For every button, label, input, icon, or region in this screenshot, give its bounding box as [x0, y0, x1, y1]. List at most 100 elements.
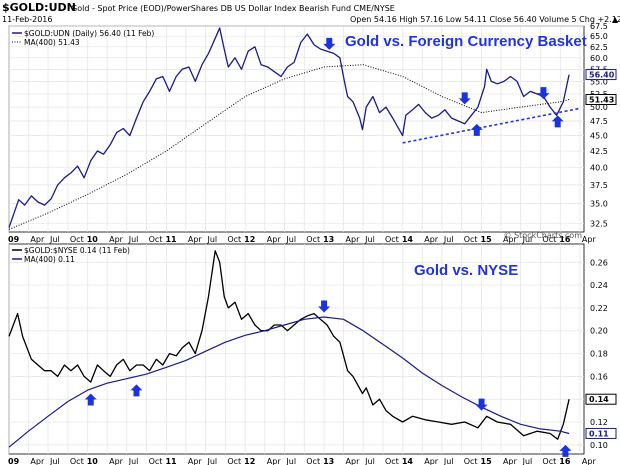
- x-tick-label: Oct: [70, 235, 84, 244]
- series-line-ma-400-: [8, 316, 570, 448]
- x-tick-label: Oct: [385, 235, 399, 244]
- x-tick-label: 10: [87, 235, 99, 244]
- y-tick-label: 0.24: [590, 281, 608, 290]
- x-tick-label: Apr: [424, 457, 439, 465]
- down-arrow-marker-icon: [537, 87, 550, 100]
- legend-1-ma-label: MA(400) 51.43: [24, 38, 80, 47]
- y-tick-label: 47.5: [590, 117, 608, 126]
- y-tick-label: 0.16: [590, 372, 608, 381]
- last-value-tag-label: 56.40: [589, 71, 615, 80]
- header-quote: Open 54.16 High 57.16 Low 54.11 Close 56…: [350, 15, 620, 24]
- panel-1-series: [8, 27, 579, 230]
- down-arrow-marker-icon: [318, 300, 331, 313]
- last-value-tag-label: 0.11: [589, 429, 609, 438]
- y-tick-label: 0.20: [590, 327, 608, 336]
- x-tick-label: Apr: [30, 457, 45, 465]
- y-tick-label: 0.12: [590, 418, 608, 427]
- x-tick-label: Apr: [188, 457, 203, 465]
- y-tick-label: 45.0: [590, 132, 608, 141]
- panel-1-grid: [8, 25, 584, 232]
- x-tick-label: Apr: [503, 457, 518, 465]
- series-line--gold-udn-daily-: [8, 27, 570, 228]
- series-line-ma-400-: [8, 64, 570, 230]
- panel-2-y-axis: 0.10 0.12 0.14 0.16 0.18 0.20 0.22 0.24 0.26: [590, 258, 608, 450]
- x-tick-label: Jul: [285, 235, 296, 244]
- x-tick-label: 14: [402, 457, 414, 465]
- x-tick-label: Jul: [522, 457, 533, 465]
- panel-1-y-axis: 32.535.037.540.042.545.047.550.052.555.0…: [590, 22, 608, 229]
- watermark: © StockCharts.com: [504, 231, 583, 240]
- x-tick-label: Jul: [206, 235, 217, 244]
- y-tick-label: 42.5: [590, 147, 608, 156]
- panel-2-legend: $GOLD:$NYSE 0.14 (11 Feb) MA(400) 0.11: [12, 246, 130, 264]
- x-tick-label: Apr: [267, 235, 282, 244]
- y-tick-label: 32.5: [590, 220, 608, 229]
- x-tick-label: Apr: [188, 235, 203, 244]
- y-tick-label: 35.0: [590, 200, 608, 209]
- header-date: 11-Feb-2016: [2, 15, 52, 24]
- x-tick-label: 16: [559, 457, 571, 465]
- up-arrow-marker-icon: [551, 115, 564, 128]
- panel-1-annotations: [323, 37, 564, 136]
- x-tick-label: Oct: [385, 457, 399, 465]
- up-arrow-marker-icon: [470, 123, 483, 136]
- x-tick-label: Apr: [424, 235, 439, 244]
- legend-2-price-label: $GOLD:$NYSE 0.14 (11 Feb): [24, 246, 130, 255]
- last-value-tag-label: 0.14: [589, 395, 609, 404]
- x-tick-label: Oct: [542, 235, 556, 244]
- y-tick-label: 0.10: [590, 441, 608, 450]
- series-line-trendline: [402, 107, 579, 144]
- y-tick-label: 0.26: [590, 258, 608, 267]
- x-tick-label: Oct: [227, 235, 241, 244]
- panel-1-title: Gold vs. Foreign Currency Basket: [345, 33, 587, 50]
- x-tick-label: Oct: [306, 235, 320, 244]
- x-tick-label: Jul: [206, 457, 217, 465]
- y-tick-label: 67.5: [590, 22, 608, 31]
- x-tick-label: Jul: [364, 235, 375, 244]
- x-tick-label: Oct: [464, 235, 478, 244]
- panel-2-title: Gold vs. NYSE: [414, 262, 518, 279]
- x-tick-label: 12: [244, 457, 255, 465]
- y-tick-label: 40.0: [590, 163, 608, 172]
- header-symbol: $GOLD:UDN: [2, 1, 76, 14]
- x-tick-label: Oct: [464, 457, 478, 465]
- panel-gold-nyse: 0.10 0.12 0.14 0.16 0.18 0.20 0.22 0.24 0.26 09 A…: [8, 243, 617, 465]
- last-value-tag-box: [585, 93, 617, 105]
- panel-2-annotations: [84, 300, 572, 457]
- y-tick-label: 65.0: [590, 32, 608, 41]
- panel-gold-udn: 32.535.037.540.042.545.047.550.052.555.0…: [8, 22, 617, 244]
- down-arrow-marker-icon: [323, 37, 336, 50]
- panel-1-x-axis: 09 Apr Jul Oct 10 Apr Jul Oct 11 Apr Jul Oct 12 Apr Ju…: [8, 235, 596, 244]
- panel-2-series: [8, 250, 570, 448]
- x-tick-label: Jul: [522, 235, 533, 244]
- x-tick-label: Oct: [149, 457, 163, 465]
- up-arrow-marker-icon: [559, 444, 572, 457]
- last-value-tag-box: [585, 69, 617, 81]
- y-tick-label: 0.22: [590, 304, 608, 313]
- last-value-tag-box: [585, 393, 617, 405]
- x-tick-label: Oct: [542, 457, 556, 465]
- x-tick-label: Apr: [346, 457, 361, 465]
- x-tick-label: 11: [165, 457, 177, 465]
- x-tick-label: 12: [244, 235, 255, 244]
- x-tick-label: 13: [323, 457, 334, 465]
- last-value-tag-box: [585, 427, 617, 439]
- x-tick-label: 15: [481, 457, 493, 465]
- x-tick-label: Oct: [70, 457, 84, 465]
- last-value-tag-label: 51.43: [589, 95, 614, 104]
- x-tick-label: 16: [559, 235, 571, 244]
- x-tick-label: Apr: [582, 457, 597, 465]
- y-tick-label: 37.5: [590, 181, 608, 190]
- x-tick-label: Jul: [285, 457, 296, 465]
- y-tick-label: 62.5: [590, 43, 608, 52]
- panel-2-grid: [8, 244, 584, 454]
- x-tick-label: 09: [8, 457, 20, 465]
- x-tick-label: Oct: [149, 235, 163, 244]
- panel-2-x-axis: 09 Apr Jul Oct 10 Apr Jul Oct 11 Apr Jul Oct 12 Apr Ju…: [8, 457, 596, 465]
- legend-2-ma-label: MA(400) 0.11: [24, 255, 75, 264]
- down-arrow-marker-icon: [458, 92, 471, 105]
- x-tick-label: Apr: [267, 457, 282, 465]
- x-tick-label: 14: [402, 235, 414, 244]
- legend-1-price-label: $GOLD:UDN (Daily) 56.40 (11 Feb): [24, 29, 154, 38]
